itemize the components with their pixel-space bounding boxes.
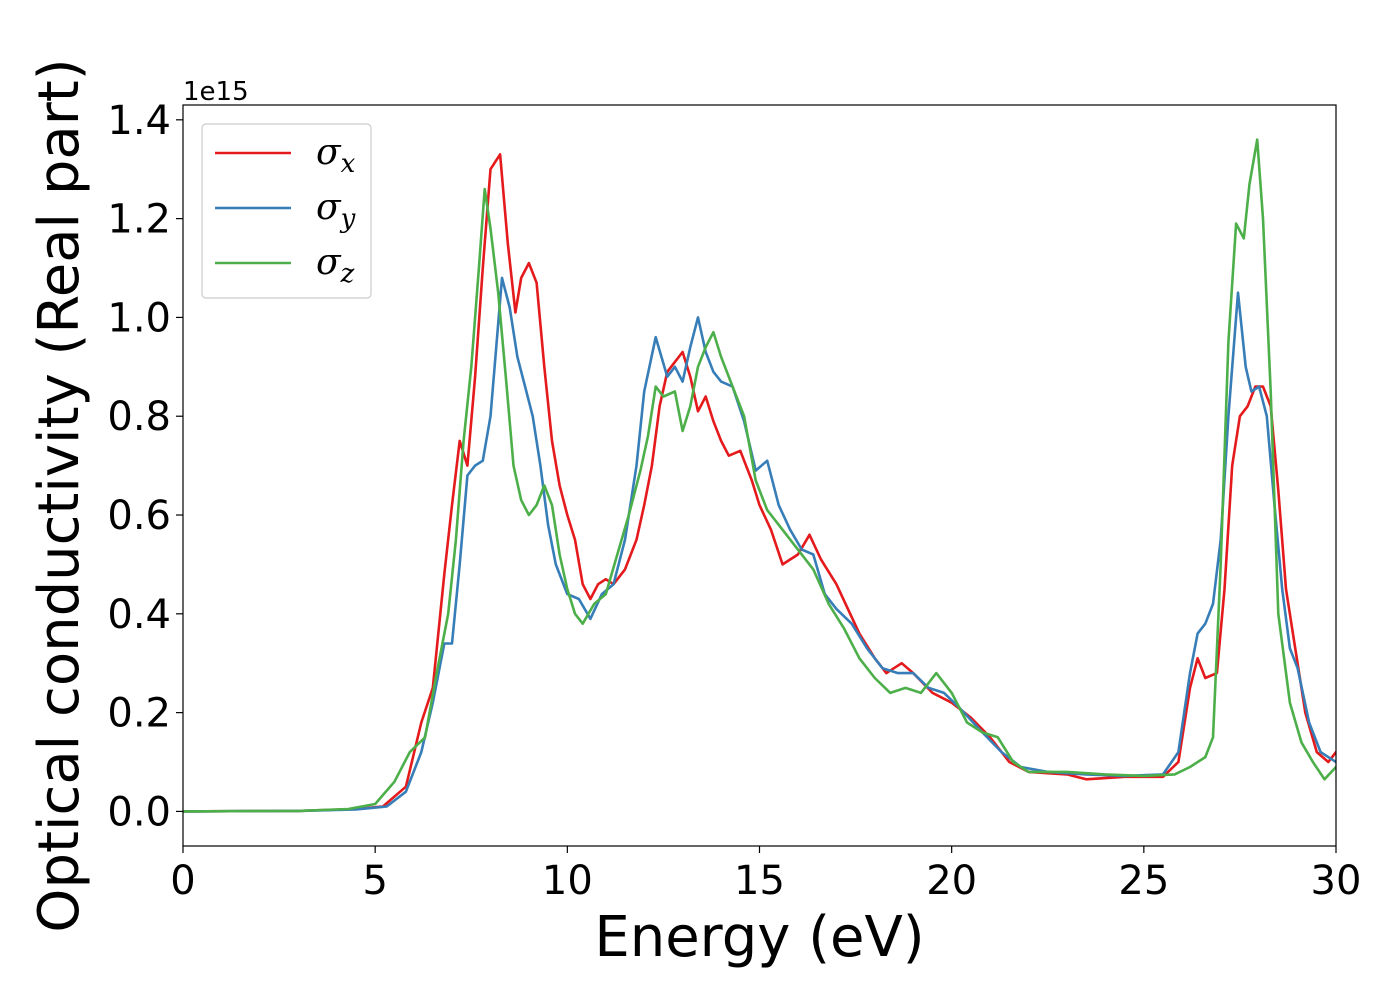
- ticks-layer: 0 5 10 15 20 25 30 0.0 0.2 0.4 0.6 0.8 1.0 1.2 1.4: [107, 98, 1361, 904]
- y-tick-label: 1.4: [107, 98, 171, 144]
- x-tick-label: 30: [1311, 858, 1362, 904]
- series-line-z: [183, 138, 1336, 813]
- x-axis-title: Energy (eV): [594, 905, 924, 970]
- x-tick-label: 15: [734, 858, 785, 904]
- y-tick-label: 0.4: [107, 592, 171, 638]
- y-tick-label: 1.2: [107, 197, 171, 243]
- x-tick-label: 20: [926, 858, 977, 904]
- y-axis-title: Optical conductivity (Real part): [27, 58, 92, 932]
- series-line-x: [183, 153, 1336, 813]
- legend-label-x: σx: [316, 132, 356, 179]
- series-layer: [183, 138, 1336, 813]
- x-tick-label: 5: [362, 858, 387, 904]
- y-tick-label: 0.8: [107, 394, 171, 440]
- y-tick-label: 0.2: [107, 691, 171, 737]
- y-tick-label: 1.0: [107, 295, 171, 341]
- series-line-y: [183, 276, 1336, 813]
- x-tick-label: 0: [170, 858, 195, 904]
- legend: σx σy σz: [201, 123, 372, 299]
- legend-label-y: σy: [316, 187, 356, 234]
- y-tick-label: 0.0: [107, 789, 171, 835]
- y-offset-label: 1e15: [183, 77, 249, 107]
- x-tick-label: 25: [1118, 858, 1169, 904]
- legend-label-z: σz: [316, 242, 355, 289]
- x-tick-label: 10: [542, 858, 593, 904]
- y-tick-label: 0.6: [107, 493, 171, 539]
- legend-box: [201, 123, 372, 299]
